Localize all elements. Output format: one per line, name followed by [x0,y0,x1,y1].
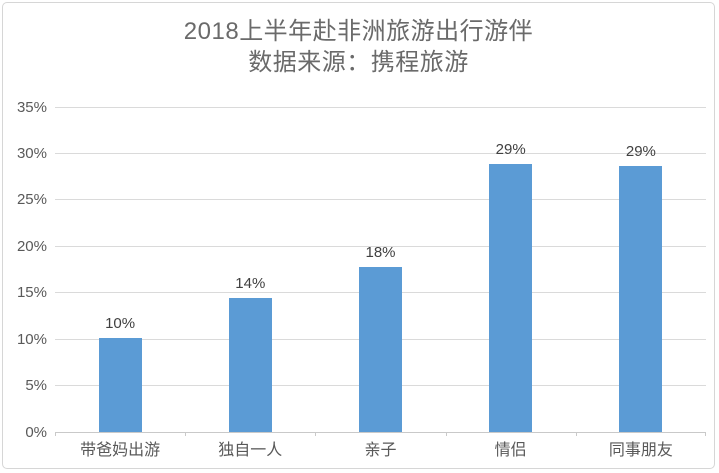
bar [98,338,142,432]
x-axis-tick-mark [446,432,447,436]
x-axis-label: 情侣 [494,442,527,459]
y-axis-label: 20% [16,237,47,255]
y-axis-label: 25% [16,191,47,209]
x-axis-tick-mark [315,432,316,436]
x-axis-label: 独自一人 [218,442,283,459]
bar [619,166,663,432]
bar [489,163,533,432]
chart-subtitle: 数据来源：携程旅游 [248,49,469,76]
y-axis-label: 10% [16,330,47,348]
x-axis-tick-mark [55,432,56,436]
x-axis-tick-mark [185,432,186,436]
chart-title: 2018上半年赴非洲旅游出行游伴 [183,18,534,45]
y-axis-label: 0% [25,423,47,441]
chart-frame: 2018上半年赴非洲旅游出行游伴 数据来源：携程旅游 0% 5% 10% 15% 20%… [2,2,715,469]
chart-title-block: 2018上半年赴非洲旅游出行游伴 数据来源：携程旅游 [3,16,714,78]
x-axis-label: 同事朋友 [608,442,673,459]
bar [228,298,272,432]
y-axis-label: 5% [25,377,47,395]
gridline [55,245,706,247]
bar-value-label: 10% [105,315,136,333]
bar [359,266,402,432]
gridline [55,199,706,201]
gridline [55,106,706,108]
y-axis-label: 35% [16,98,47,116]
bar-value-label: 29% [625,143,656,161]
bar-value-label: 18% [365,243,396,261]
x-axis-label: 亲子 [364,442,397,459]
x-axis-label: 带爸妈出游 [80,442,161,459]
plot-area: 0% 5% 10% 15% 20% 25% 30% 35% 10% 带爸妈出游 14% 独自一人 18%… [17,100,706,459]
x-axis-tick-mark [705,432,706,436]
x-axis-tick-mark [576,432,577,436]
x-axis-line [55,432,706,433]
bar-value-label: 29% [495,140,526,158]
y-axis-label: 30% [16,144,47,162]
bar-value-label: 14% [235,275,266,293]
gridline [55,152,706,154]
y-axis-label: 15% [16,284,47,302]
